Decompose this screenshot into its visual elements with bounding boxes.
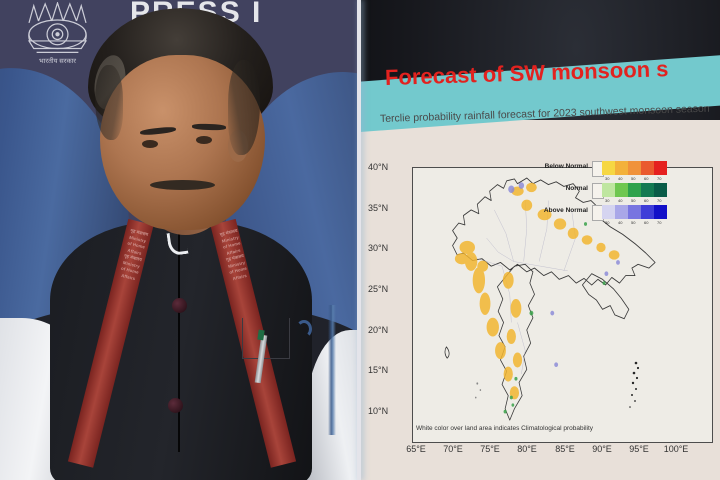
svg-text:भारतीय सरकार: भारतीय सरकार <box>39 57 76 65</box>
